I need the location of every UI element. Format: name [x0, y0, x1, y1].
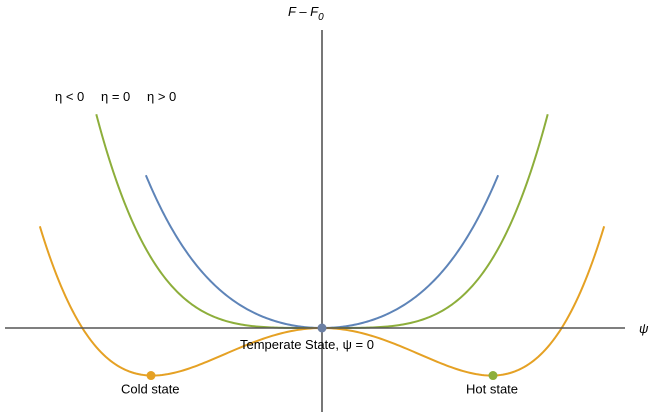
- legend: η < 0 η = 0 η > 0: [55, 89, 176, 104]
- point-labels: Cold state Temperate State, ψ = 0 Hot stat…: [121, 337, 518, 397]
- legend-entry-0: η < 0: [55, 89, 84, 104]
- state-points: [146, 323, 498, 381]
- state-point-0: [146, 371, 156, 381]
- point-label-1: Temperate State, ψ = 0: [240, 337, 374, 352]
- state-point-1: [317, 323, 327, 333]
- legend-entry-1: η = 0: [101, 89, 130, 104]
- y-axis-label: F – F0: [288, 4, 324, 23]
- state-point-2: [488, 371, 498, 381]
- point-label-2: Hot state: [466, 382, 518, 397]
- legend-entry-2: η > 0: [147, 89, 176, 104]
- point-label-0: Cold state: [121, 382, 180, 397]
- x-axis-label: ψ: [639, 321, 649, 336]
